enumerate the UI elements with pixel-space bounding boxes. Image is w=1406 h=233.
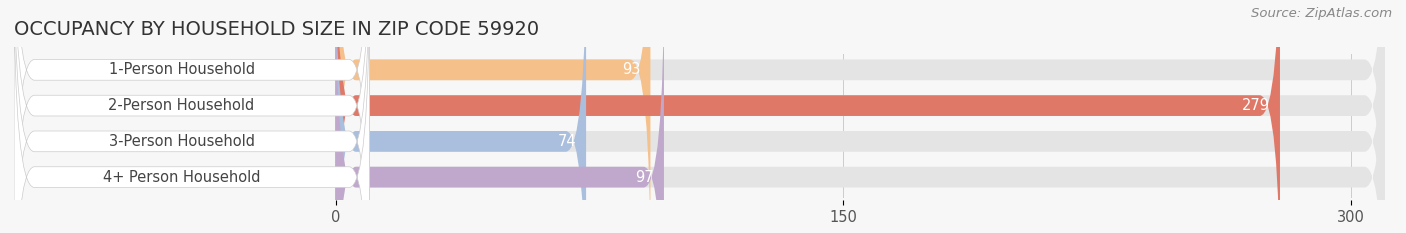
FancyBboxPatch shape bbox=[336, 0, 651, 233]
FancyBboxPatch shape bbox=[14, 0, 370, 233]
Text: 4+ Person Household: 4+ Person Household bbox=[103, 170, 260, 185]
Text: 2-Person Household: 2-Person Household bbox=[108, 98, 254, 113]
FancyBboxPatch shape bbox=[14, 0, 370, 233]
FancyBboxPatch shape bbox=[336, 0, 586, 233]
Text: 97: 97 bbox=[636, 170, 654, 185]
Text: 279: 279 bbox=[1241, 98, 1270, 113]
Text: Source: ZipAtlas.com: Source: ZipAtlas.com bbox=[1251, 7, 1392, 20]
FancyBboxPatch shape bbox=[14, 0, 370, 233]
FancyBboxPatch shape bbox=[336, 0, 1385, 233]
Text: 74: 74 bbox=[557, 134, 576, 149]
FancyBboxPatch shape bbox=[14, 0, 370, 233]
Text: 93: 93 bbox=[621, 62, 640, 77]
FancyBboxPatch shape bbox=[336, 0, 1385, 233]
Text: OCCUPANCY BY HOUSEHOLD SIZE IN ZIP CODE 59920: OCCUPANCY BY HOUSEHOLD SIZE IN ZIP CODE … bbox=[14, 21, 538, 39]
Text: 1-Person Household: 1-Person Household bbox=[108, 62, 254, 77]
FancyBboxPatch shape bbox=[336, 0, 1279, 233]
Text: 3-Person Household: 3-Person Household bbox=[108, 134, 254, 149]
FancyBboxPatch shape bbox=[336, 0, 1385, 233]
FancyBboxPatch shape bbox=[336, 0, 664, 233]
FancyBboxPatch shape bbox=[336, 0, 1385, 233]
